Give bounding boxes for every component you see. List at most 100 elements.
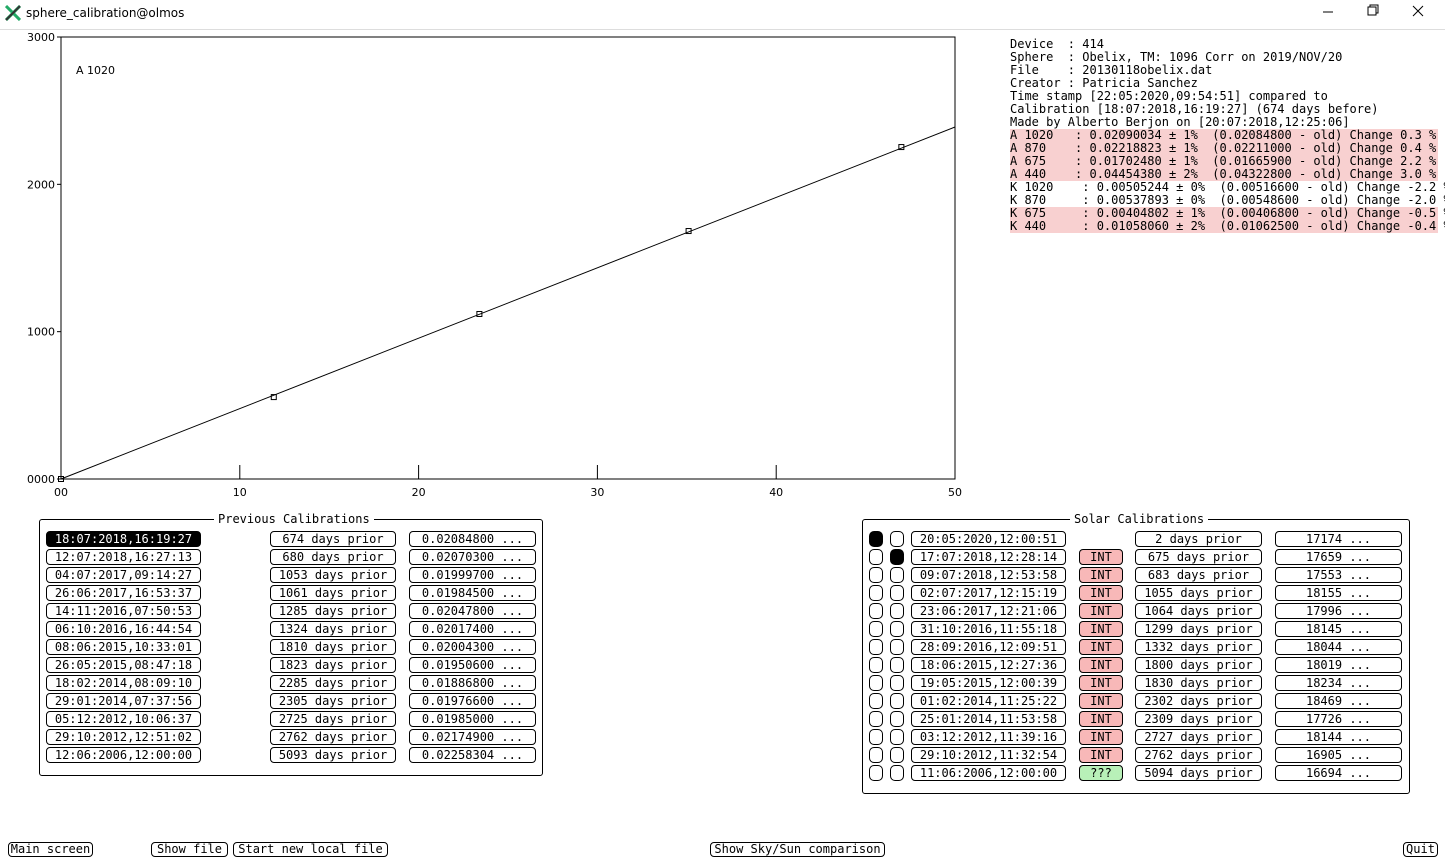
days-label: 2302 days prior	[1135, 693, 1262, 709]
radio-b[interactable]	[890, 567, 904, 583]
radio-b[interactable]	[890, 657, 904, 673]
radio-b[interactable]	[890, 621, 904, 637]
radio-a[interactable]	[869, 603, 883, 619]
radio-a[interactable]	[869, 747, 883, 763]
value-button[interactable]: 17174 ...	[1275, 531, 1402, 547]
radio-b[interactable]	[890, 549, 904, 565]
radio-b[interactable]	[890, 765, 904, 781]
radio-a[interactable]	[869, 621, 883, 637]
radio-b[interactable]	[890, 675, 904, 691]
ellipsis: ...	[501, 640, 524, 654]
button[interactable]: Main screen	[8, 842, 93, 857]
value: 18234	[1305, 676, 1343, 690]
radio-b[interactable]	[890, 693, 904, 709]
date-button[interactable]: 14:11:2016,07:50:53	[46, 603, 201, 619]
value-button[interactable]: 0.01984500 ...	[409, 585, 536, 601]
value-button[interactable]: 0.01976600 ...	[409, 693, 536, 709]
button[interactable]: Show Sky/Sun comparison	[710, 842, 885, 857]
radio-b[interactable]	[890, 711, 904, 727]
panel-title: Previous Calibrations	[214, 512, 374, 526]
date-button[interactable]: 12:07:2018,16:27:13	[46, 549, 201, 565]
button[interactable]: Quit	[1403, 842, 1438, 857]
ellipsis: ...	[1349, 766, 1372, 780]
y-tick-label: 1000	[27, 326, 55, 339]
value-button[interactable]: 0.01886800 ...	[409, 675, 536, 691]
value-button[interactable]: 0.01985000 ...	[409, 711, 536, 727]
value-button[interactable]: 0.01999700 ...	[409, 567, 536, 583]
button[interactable]: Start new local file	[233, 842, 388, 857]
value-button[interactable]: 18044 ...	[1275, 639, 1402, 655]
ellipsis: ...	[501, 712, 524, 726]
date-button[interactable]: 04:07:2017,09:14:27	[46, 567, 201, 583]
radio-b[interactable]	[890, 531, 904, 547]
value-button[interactable]: 18145 ...	[1275, 621, 1402, 637]
ellipsis: ...	[501, 550, 524, 564]
radio-b[interactable]	[890, 585, 904, 601]
ellipsis: ...	[501, 658, 524, 672]
radio-a[interactable]	[869, 675, 883, 691]
value-button[interactable]: 16694 ...	[1275, 765, 1402, 781]
date-button[interactable]: 05:12:2012,10:06:37	[46, 711, 201, 727]
radio-b[interactable]	[890, 729, 904, 745]
days-label: 1830 days prior	[1135, 675, 1262, 691]
value-button[interactable]: 16905 ...	[1275, 747, 1402, 763]
data-point	[476, 310, 483, 317]
value-button[interactable]: 0.02084800 ...	[409, 531, 536, 547]
radio-a[interactable]	[869, 549, 883, 565]
days-label: 2727 days prior	[1135, 729, 1262, 745]
date-button[interactable]: 08:06:2015,10:33:01	[46, 639, 201, 655]
annotation: A 1020	[76, 64, 115, 77]
ellipsis: ...	[501, 568, 524, 582]
value-button[interactable]: 18155 ...	[1275, 585, 1402, 601]
value-button[interactable]: 18019 ...	[1275, 657, 1402, 673]
value-button[interactable]: 17996 ...	[1275, 603, 1402, 619]
value-button[interactable]: 18234 ...	[1275, 675, 1402, 691]
button[interactable]: Show file	[151, 842, 228, 857]
radio-a[interactable]	[869, 657, 883, 673]
value-button[interactable]: 17659 ...	[1275, 549, 1402, 565]
date-button[interactable]: 18:07:2018,16:19:27	[46, 531, 201, 547]
tag: INT	[1079, 549, 1123, 565]
tag: INT	[1079, 621, 1123, 637]
radio-b[interactable]	[890, 747, 904, 763]
value-button[interactable]: 17553 ...	[1275, 567, 1402, 583]
value: 18144	[1305, 730, 1343, 744]
radio-a[interactable]	[869, 531, 883, 547]
value-button[interactable]: 0.01950600 ...	[409, 657, 536, 673]
radio-a[interactable]	[869, 567, 883, 583]
value-button[interactable]: 18144 ...	[1275, 729, 1402, 745]
info-line: A 675 : 0.01702480 ± 1% (0.01665900 - ol…	[1010, 154, 1438, 168]
value-button[interactable]: 0.02174900 ...	[409, 729, 536, 745]
tag: INT	[1079, 639, 1123, 655]
radio-a[interactable]	[869, 711, 883, 727]
ellipsis: ...	[501, 748, 524, 762]
date-button[interactable]: 29:01:2014,07:37:56	[46, 693, 201, 709]
radio-a[interactable]	[869, 765, 883, 781]
date-button[interactable]: 26:06:2017,16:53:37	[46, 585, 201, 601]
radio-a[interactable]	[869, 729, 883, 745]
value-button[interactable]: 0.02047800 ...	[409, 603, 536, 619]
value-button[interactable]: 0.02017400 ...	[409, 621, 536, 637]
radio-a[interactable]	[869, 639, 883, 655]
radio-b[interactable]	[890, 603, 904, 619]
data-point	[685, 228, 692, 235]
ellipsis: ...	[1349, 640, 1372, 654]
value-button[interactable]: 17726 ...	[1275, 711, 1402, 727]
date-button[interactable]: 29:10:2012,12:51:02	[46, 729, 201, 745]
ellipsis: ...	[1349, 604, 1372, 618]
data-point	[270, 394, 277, 401]
value-button[interactable]: 0.02004300 ...	[409, 639, 536, 655]
radio-b[interactable]	[890, 639, 904, 655]
date-button[interactable]: 12:06:2006,12:00:00	[46, 747, 201, 763]
value-button[interactable]: 0.02258304 ...	[409, 747, 536, 763]
date-button[interactable]: 06:10:2016,16:44:54	[46, 621, 201, 637]
radio-a[interactable]	[869, 585, 883, 601]
value: 0.01976600	[421, 694, 495, 708]
value-button[interactable]: 0.02070300 ...	[409, 549, 536, 565]
date-button[interactable]: 26:05:2015,08:47:18	[46, 657, 201, 673]
window-controls[interactable]	[1310, 0, 1445, 26]
value: 17174	[1305, 532, 1343, 546]
date-button[interactable]: 18:02:2014,08:09:10	[46, 675, 201, 691]
radio-a[interactable]	[869, 693, 883, 709]
value-button[interactable]: 18469 ...	[1275, 693, 1402, 709]
